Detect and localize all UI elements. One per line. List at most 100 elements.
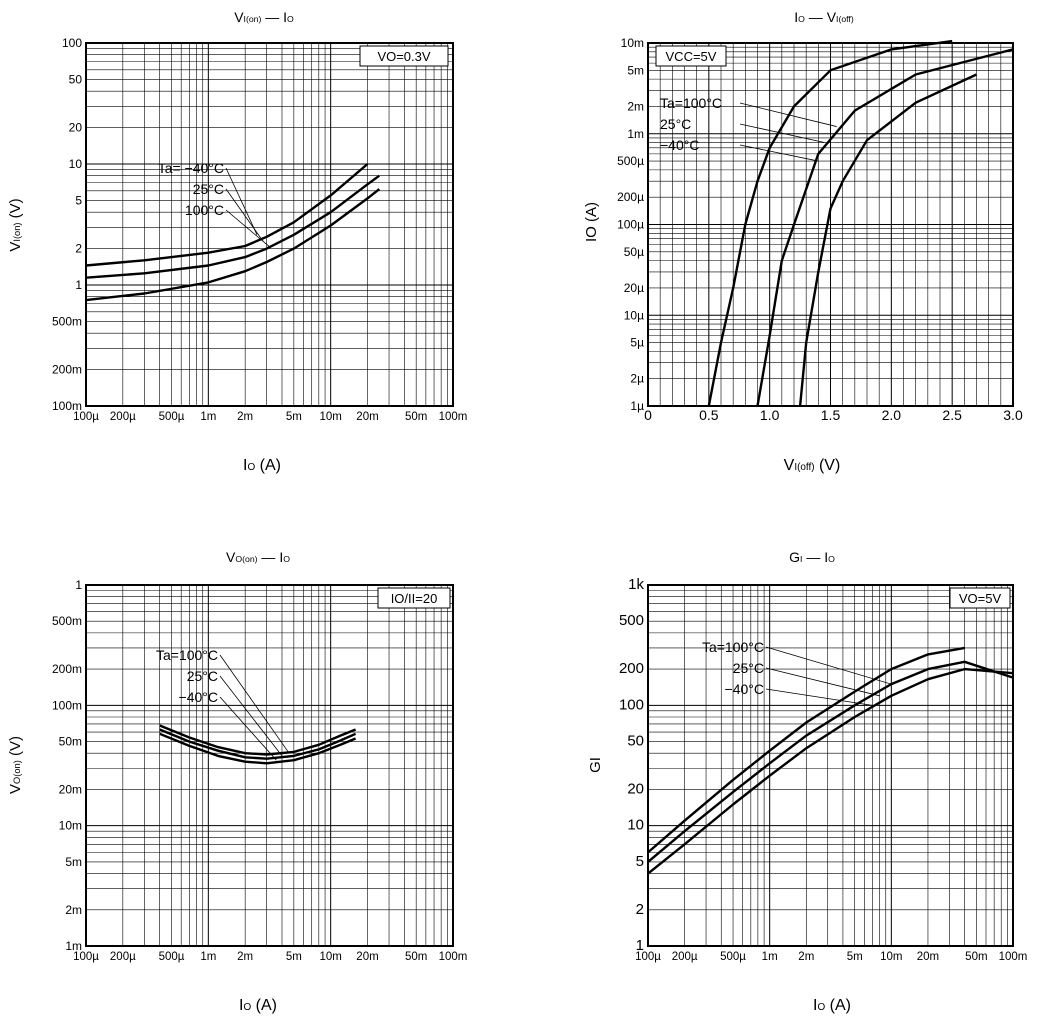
condition-box xyxy=(655,45,727,67)
series-line xyxy=(707,39,953,407)
series-leader-line xyxy=(219,654,289,753)
y-tick-label: 1 xyxy=(636,937,644,954)
condition-label: VO=0.3V xyxy=(377,49,430,64)
y-tick-label: 1k xyxy=(628,576,644,593)
grid xyxy=(85,585,453,947)
x-tick-label: 2.5 xyxy=(942,407,962,423)
x-tick-label: 200µ xyxy=(672,951,698,963)
series-line xyxy=(159,728,357,760)
y-tick-label: 20 xyxy=(627,780,644,797)
y-tick-label: 1 xyxy=(75,278,82,292)
y-tick-label: 1m xyxy=(65,939,82,953)
y-tick-label: 5m xyxy=(627,63,644,77)
y-tick-label: 10m xyxy=(621,36,644,50)
y-tick-label: 50m xyxy=(59,735,82,749)
plot-frame xyxy=(85,42,454,407)
y-tick-label: 200m xyxy=(52,662,82,676)
condition-box xyxy=(377,587,451,609)
x-tick-label: 100µ xyxy=(73,951,99,963)
chart-panel-2: 0 0.5 1.0 1.5 2.0 2.5 3.0 1µ 2µ 5µ 10µ 20µ 50µ 100µ 20… xyxy=(583,9,1023,474)
x-tick-label: 500µ xyxy=(159,411,185,423)
x-axis-label: IO (A) xyxy=(813,997,851,1014)
plot-frame xyxy=(647,42,1014,407)
chart-title: VI(on) — IO xyxy=(234,9,294,25)
y-tick-label: 20 xyxy=(69,121,83,135)
plot-frame xyxy=(85,584,454,947)
series-line xyxy=(647,660,1014,863)
x-tick-label: 0 xyxy=(644,407,652,423)
series-label: −40°C xyxy=(179,689,218,705)
series-leader-line xyxy=(225,188,264,242)
series-line xyxy=(159,724,357,756)
y-tick-label: 10m xyxy=(59,819,82,833)
y-tick-label: 500 xyxy=(619,612,644,629)
x-axis-label: IO (A) xyxy=(239,997,277,1014)
x-axis-label: IO (A) xyxy=(243,457,281,474)
y-tick-label: 2m xyxy=(627,99,644,113)
series-line xyxy=(85,163,369,267)
y-axis-label: IO (A) xyxy=(583,202,600,242)
series-leader-line xyxy=(219,696,277,761)
x-tick-label: 50m xyxy=(405,951,427,963)
y-tick-label: 20m xyxy=(59,782,82,796)
series-label: 100°C xyxy=(185,202,224,218)
y-tick-label: 5 xyxy=(75,193,82,207)
x-tick-label: 1.0 xyxy=(760,407,780,423)
y-tick-label: 20µ xyxy=(624,281,644,295)
series-label: −40°C xyxy=(725,681,764,697)
y-tick-label: 5µ xyxy=(630,336,644,350)
x-tick-label: 100µ xyxy=(73,411,99,423)
series-label: 25°C xyxy=(193,181,224,197)
chart-panel-3: 100µ 200µ 500µ 1m 2m 5m 10m 20m 50m 100m 1m 2m 5m 10m… xyxy=(7,549,467,1014)
series-leader-line xyxy=(765,667,880,697)
y-tick-label: 100m xyxy=(52,399,82,413)
series-leader-line xyxy=(225,209,271,248)
y-tick-label: 1µ xyxy=(630,399,644,413)
y-tick-label: 2m xyxy=(65,903,82,917)
x-tick-label: 10m xyxy=(319,951,341,963)
x-tick-label: 1m xyxy=(200,411,216,423)
x-tick-label: 2m xyxy=(798,951,814,963)
series-line xyxy=(85,174,381,279)
y-axis-label: VO(on) (V) xyxy=(7,736,24,794)
chart-title: GI — IO xyxy=(789,549,835,565)
series-leader-line xyxy=(765,688,873,706)
x-tick-label: 200µ xyxy=(110,411,136,423)
x-tick-label: 10m xyxy=(880,951,902,963)
y-axis-label: GI xyxy=(587,757,604,773)
series-line xyxy=(85,188,381,302)
x-tick-label: 500µ xyxy=(720,951,746,963)
series-label: Ta= −40°C xyxy=(158,160,224,176)
x-tick-label: 50m xyxy=(965,951,987,963)
y-tick-label: 100 xyxy=(619,696,644,713)
chart-title: IO — VI(off) xyxy=(794,9,854,25)
y-tick-label: 50µ xyxy=(624,245,644,259)
y-tick-label: 1 xyxy=(75,578,82,592)
series-label: 25°C xyxy=(187,668,218,684)
x-tick-label: 3.0 xyxy=(1003,407,1023,423)
x-tick-label: 5m xyxy=(847,951,863,963)
y-tick-label: 200µ xyxy=(617,190,644,204)
series-leader-line xyxy=(739,102,837,127)
x-tick-label: 50m xyxy=(405,411,427,423)
series-leader-line xyxy=(739,144,819,162)
x-tick-label: 20m xyxy=(356,411,378,423)
x-tick-label: 1m xyxy=(200,951,216,963)
x-tick-label: 100m xyxy=(439,411,468,423)
y-tick-label: 100 xyxy=(62,36,82,50)
y-tick-label: 500m xyxy=(52,314,82,328)
chart-title: VO(on) — IO xyxy=(226,549,290,565)
series-label: Ta=100°C xyxy=(702,639,764,655)
x-tick-label: 0.5 xyxy=(699,407,719,423)
y-tick-label: 200m xyxy=(52,363,82,377)
y-tick-label: 10 xyxy=(69,157,83,171)
series-label: Ta=100°C xyxy=(156,647,218,663)
y-tick-label: 50 xyxy=(69,72,83,86)
y-tick-label: 500µ xyxy=(617,154,644,168)
y-tick-label: 100µ xyxy=(617,218,644,232)
y-tick-label: 50 xyxy=(627,733,644,750)
x-tick-label: 2m xyxy=(237,411,253,423)
series-line xyxy=(159,732,357,765)
series-leader-line xyxy=(739,123,825,143)
